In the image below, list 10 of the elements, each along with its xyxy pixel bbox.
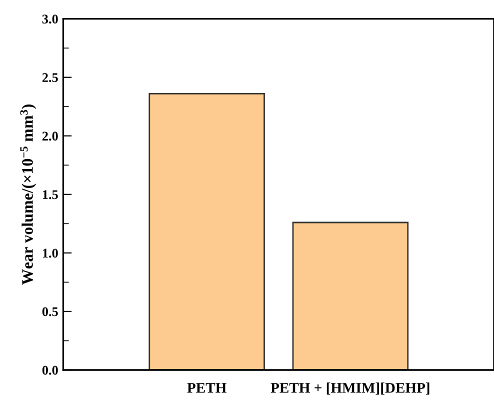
y-tick-label: 0.0 — [42, 366, 58, 375]
y-tick-label: 1.5 — [42, 190, 58, 200]
x-tick-label: PETH — [187, 383, 226, 393]
x-tick-label: PETH + [HMIM][DEHP] — [270, 382, 430, 395]
y-axis-title: Wear volume/(×10$^{−5}$ mm$^{3}$) — [20, 104, 36, 285]
y-tick-label: 0.5 — [42, 307, 58, 316]
y-tick-label: 2.0 — [42, 132, 58, 141]
y-tick-label: 2.5 — [42, 73, 58, 82]
y-tick-label: 3.0 — [42, 14, 58, 24]
y-tick-label: 1.0 — [42, 248, 58, 258]
